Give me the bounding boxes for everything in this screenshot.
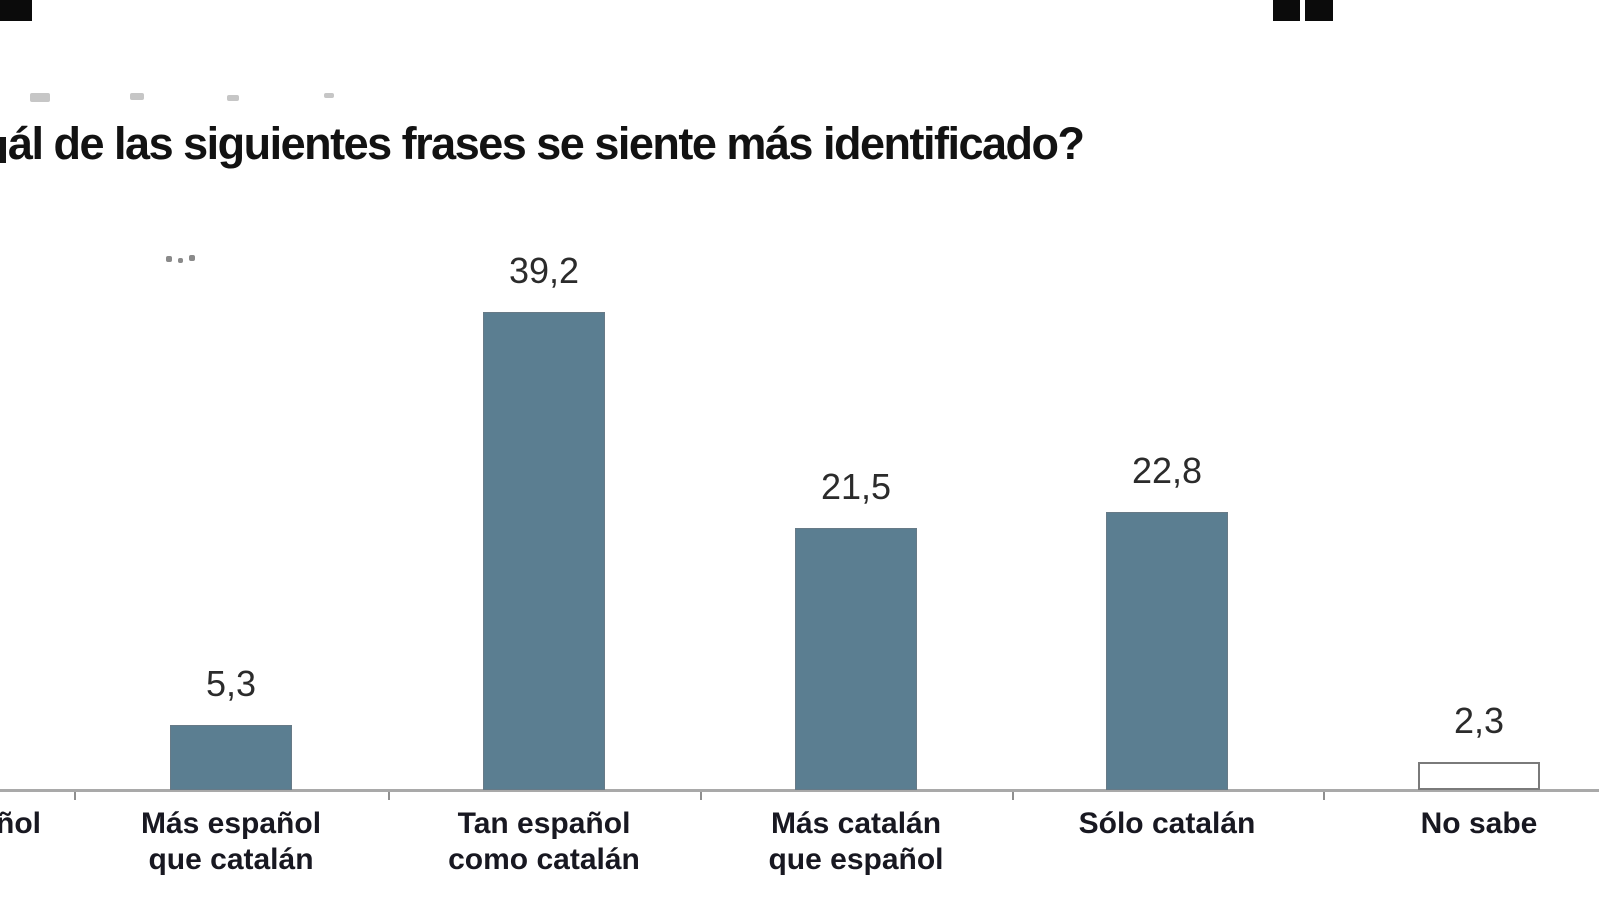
bar-5 — [1418, 762, 1540, 790]
category-label-5: No sabe — [1299, 806, 1599, 842]
value-label-1: 5,3 — [205, 663, 257, 704]
category-label-line: No sabe — [1420, 807, 1538, 840]
smudge-artifact — [30, 93, 50, 102]
axis-tick — [74, 792, 76, 800]
speck-artifact — [178, 258, 183, 263]
axis-tick — [1323, 792, 1325, 800]
category-label-line: que español — [768, 843, 944, 876]
bar-1 — [170, 725, 292, 790]
value-label-3: 21,5 — [820, 466, 892, 507]
category-label-line: como catalán — [448, 843, 640, 876]
bar-4 — [1106, 512, 1228, 790]
smudge-artifact — [324, 93, 334, 98]
smudge-artifact — [130, 93, 144, 100]
value-label-4: 22,8 — [1131, 450, 1203, 491]
crop-artifact-top-left — [0, 0, 32, 21]
category-label-2: Tan español como catalán — [364, 806, 724, 878]
category-label-line: Más catalán — [770, 807, 942, 840]
category-label-line: Tan español — [457, 807, 631, 840]
bar-2 — [483, 312, 605, 790]
value-label-5: 2,3 — [1453, 700, 1505, 741]
category-label-0: ñol — [0, 806, 86, 842]
category-label-line: Más español — [140, 807, 322, 840]
speck-artifact — [166, 256, 172, 262]
value-label-2: 39,2 — [508, 250, 580, 291]
category-label-line: ñol — [0, 807, 41, 840]
chart-title: ál de las siguientes frases se siente má… — [8, 118, 1085, 169]
crop-artifact-top-right-2 — [1305, 0, 1333, 21]
bar-3 — [795, 528, 917, 790]
speck-artifact — [189, 255, 195, 261]
crop-artifact-top-right-1 — [1273, 0, 1300, 21]
category-label-line: Sólo catalán — [1078, 807, 1256, 840]
category-label-4: Sólo catalán — [987, 806, 1347, 842]
category-label-3: Más catalán que español — [676, 806, 1036, 878]
category-label-1: Más español que catalán — [51, 806, 411, 878]
axis-tick — [700, 792, 702, 800]
category-label-line: que catalán — [148, 843, 314, 876]
smudge-artifact — [227, 95, 239, 101]
axis-tick — [1012, 792, 1014, 800]
axis-tick — [388, 792, 390, 800]
cut-letter-fragment — [0, 137, 6, 163]
x-axis-line — [0, 789, 1599, 792]
